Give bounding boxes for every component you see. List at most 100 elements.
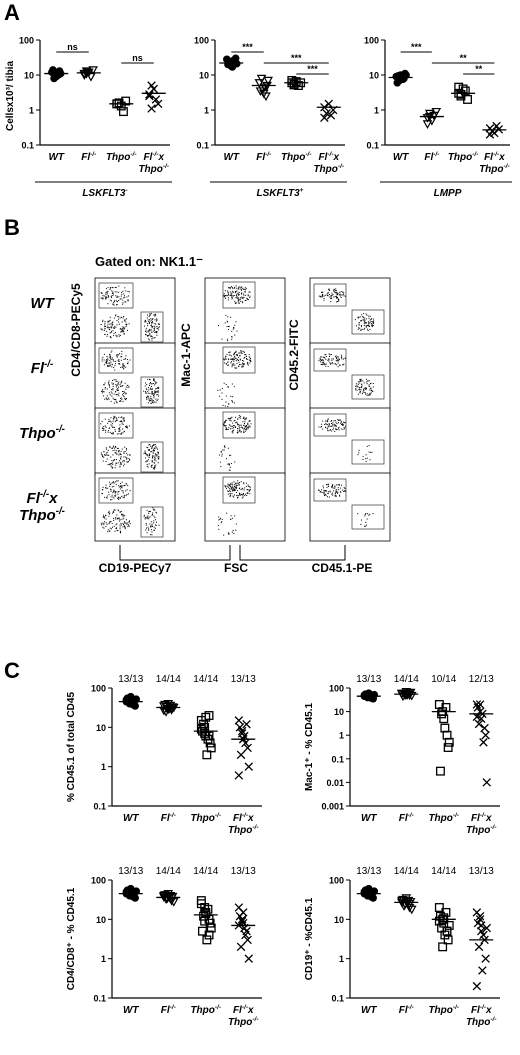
dot — [123, 367, 125, 369]
dot — [245, 300, 247, 302]
dot — [105, 447, 107, 449]
genotype-row-label-line: Thpo-/-​ — [19, 506, 65, 524]
dot — [356, 384, 358, 386]
dot — [110, 417, 112, 419]
dot — [107, 449, 109, 451]
dot — [106, 363, 108, 365]
dot — [243, 360, 245, 362]
dot — [103, 523, 105, 525]
dot — [125, 490, 127, 492]
dot — [101, 427, 103, 429]
dot — [343, 358, 345, 360]
dot — [151, 531, 153, 533]
dot — [110, 391, 112, 393]
dot — [153, 449, 155, 451]
dot — [371, 318, 373, 320]
dot — [224, 425, 226, 427]
dot — [321, 489, 323, 491]
dot — [124, 456, 126, 458]
dot — [330, 363, 332, 365]
data-point — [364, 885, 373, 894]
dot — [146, 331, 148, 333]
dot — [372, 386, 374, 388]
dot — [103, 384, 105, 386]
x-category-label-line: Thpo-/-​ — [428, 812, 459, 824]
dot — [122, 363, 124, 365]
dot — [227, 428, 229, 430]
dot — [360, 523, 362, 525]
dot — [361, 328, 363, 330]
dot — [243, 429, 245, 431]
dot — [360, 325, 362, 327]
dot — [228, 326, 230, 328]
dot — [158, 323, 160, 325]
dot — [112, 291, 114, 293]
dot — [117, 480, 119, 482]
dot — [103, 391, 105, 393]
sample-count-label: 14/14 — [193, 866, 218, 877]
dot — [229, 419, 231, 421]
dot — [330, 354, 332, 356]
dot — [144, 325, 146, 327]
dot — [238, 294, 240, 296]
dot — [119, 397, 121, 399]
panel-c-ylabel: Mac-1⁺ - % CD45.1 — [304, 703, 315, 792]
y-tick-label: 100 — [194, 36, 209, 46]
data-point — [320, 113, 329, 123]
dot — [225, 356, 227, 358]
dot — [152, 444, 154, 446]
dot — [101, 329, 103, 331]
dot — [368, 325, 370, 327]
panel-c-chart: 1001010.10.010.001WTFl-/-​Thpo-/-​Fl-/-​… — [321, 684, 500, 836]
dot — [323, 356, 325, 358]
dot — [239, 493, 241, 495]
dot — [154, 457, 156, 459]
genotype-row-label-line: Fl-/-​ — [31, 359, 54, 377]
dot — [148, 457, 150, 459]
dot — [226, 320, 228, 322]
dot — [247, 423, 249, 425]
dot — [229, 469, 231, 471]
dot — [327, 424, 329, 426]
dot — [241, 292, 243, 294]
dot — [236, 290, 238, 292]
dot — [227, 364, 229, 366]
dot — [369, 387, 371, 389]
data-point — [435, 766, 445, 776]
dot — [234, 487, 236, 489]
dot — [123, 359, 125, 361]
dot — [240, 286, 242, 288]
dot — [363, 328, 365, 330]
dot — [356, 386, 358, 388]
dot — [154, 509, 156, 511]
dot — [149, 511, 151, 513]
dot — [330, 296, 332, 298]
dot — [247, 358, 249, 360]
dot — [228, 464, 230, 466]
dot — [336, 489, 338, 491]
dot — [114, 291, 116, 293]
dot — [337, 484, 339, 486]
dot — [227, 385, 229, 387]
data-point — [475, 911, 485, 921]
dot — [115, 491, 117, 493]
dot — [241, 426, 243, 428]
dot — [103, 428, 105, 430]
dot — [158, 456, 160, 458]
dot — [369, 321, 371, 323]
dot — [340, 290, 342, 292]
dot — [231, 286, 233, 288]
dot — [323, 489, 325, 491]
dot — [115, 420, 117, 422]
dot — [242, 302, 244, 304]
group-label: LSKFLT3-​ — [82, 187, 127, 199]
x-category-label: Fl-/-​ — [161, 812, 176, 824]
y-tick-label: 10 — [334, 707, 344, 717]
dot — [318, 295, 320, 297]
dot — [322, 359, 324, 361]
dot — [154, 519, 156, 521]
dot — [104, 521, 106, 523]
dot — [248, 354, 250, 356]
x-category-label-line: Thpo-/-​ — [466, 1016, 497, 1028]
dot — [339, 291, 341, 293]
